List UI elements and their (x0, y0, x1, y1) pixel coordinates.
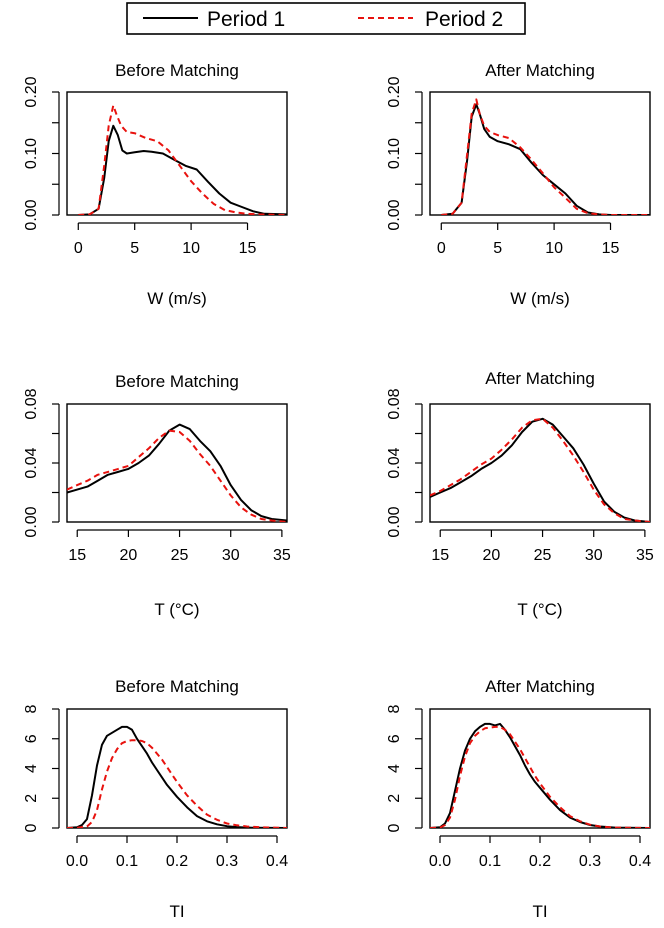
y-tick-label: 6 (386, 734, 403, 743)
x-tick-label: 0.2 (529, 853, 551, 870)
x-tick-label: 0.3 (579, 853, 601, 870)
x-tick-label: 35 (636, 547, 654, 564)
y-tick-label: 0.04 (386, 447, 403, 478)
series-line-period-1 (78, 124, 287, 215)
panel-title: After Matching (485, 61, 595, 80)
y-tick-label: 0.00 (386, 506, 403, 537)
x-axis-label: T (°C) (154, 600, 199, 619)
series-line-period-2 (430, 725, 650, 828)
panel-title: Before Matching (115, 61, 239, 80)
y-tick-label: 6 (23, 734, 40, 743)
legend-label-period-1: Period 1 (207, 8, 285, 31)
x-axis-label: T (°C) (517, 600, 562, 619)
x-tick-label: 30 (222, 547, 240, 564)
x-tick-label: 0.0 (66, 853, 88, 870)
x-tick-label: 35 (273, 547, 291, 564)
x-tick-label: 10 (545, 240, 563, 257)
x-tick-label: 0.3 (216, 853, 238, 870)
x-tick-label: 0 (437, 240, 446, 257)
x-tick-label: 5 (130, 240, 139, 257)
x-tick-label: 0.0 (429, 853, 451, 870)
panel-title: Before Matching (115, 372, 239, 391)
panel-t-before-matching: Before Matching 15 20 25 30 35 0.00 0.04 0.08 T (… (23, 372, 291, 619)
x-tick-label: 20 (482, 547, 500, 564)
x-tick-label: 0.1 (116, 853, 138, 870)
x-tick-label: 5 (493, 240, 502, 257)
y-tick-label: 0.00 (23, 199, 40, 230)
y-tick-label: 4 (23, 764, 40, 773)
x-tick-label: 0.4 (629, 853, 651, 870)
x-tick-label: 0.1 (479, 853, 501, 870)
panel-ti-after-matching: After Matching 0.0 0.1 0.2 0.3 0.4 0 2 4 6 8 TI (386, 677, 651, 921)
x-tick-label: 25 (534, 547, 552, 564)
y-tick-label: 0.10 (23, 138, 40, 169)
x-tick-label: 10 (182, 240, 200, 257)
x-tick-label: 25 (171, 547, 189, 564)
series-line-period-2 (67, 739, 287, 828)
panel-w-before-matching: Before Matching 0 5 10 15 0.00 0.10 0.20 W (m/s) (23, 61, 288, 308)
panel-title: After Matching (485, 369, 595, 388)
x-axis-label: W (m/s) (510, 289, 569, 308)
x-tick-label: 0.2 (166, 853, 188, 870)
series-line-period-1 (441, 103, 650, 215)
x-tick-label: 15 (68, 547, 86, 564)
x-tick-label: 30 (585, 547, 603, 564)
panel-ti-before-matching: Before Matching 0.0 0.1 0.2 0.3 0.4 0 2 4 6 8 TI (23, 677, 288, 921)
y-tick-label: 8 (23, 704, 40, 713)
panel-w-after-matching: After Matching 0 5 10 15 0.00 0.10 0.20 W (m/s) (386, 61, 651, 308)
series-line-period-2 (78, 104, 287, 215)
y-tick-label: 0 (23, 823, 40, 832)
series-line-period-2 (441, 98, 650, 215)
series-line-period-1 (67, 423, 287, 522)
y-tick-label: 0.04 (23, 447, 40, 478)
y-tick-label: 2 (23, 794, 40, 803)
y-tick-label: 8 (386, 704, 403, 713)
series-line-period-1 (430, 417, 650, 522)
panel-t-after-matching: After Matching 15 20 25 30 35 0.00 0.04 0.08 T (°… (386, 369, 654, 619)
series-line-period-2 (430, 417, 650, 522)
y-tick-label: 0.00 (386, 199, 403, 230)
series-line-period-1 (430, 722, 650, 828)
legend-label-period-2: Period 2 (425, 8, 503, 31)
plot-frame (429, 91, 651, 216)
y-tick-label: 0 (386, 823, 403, 832)
legend: Period 1 Period 2 (126, 2, 526, 35)
y-tick-label: 2 (386, 794, 403, 803)
series-line-period-1 (67, 725, 287, 828)
y-tick-label: 0.08 (386, 388, 403, 419)
x-axis-label: TI (532, 902, 547, 921)
x-tick-label: 0 (74, 240, 83, 257)
y-tick-label: 0.20 (23, 76, 40, 107)
x-axis-label: W (m/s) (147, 289, 206, 308)
plot-frame (66, 708, 288, 829)
x-tick-label: 15 (239, 240, 257, 257)
plot-frame (429, 708, 651, 829)
y-tick-label: 0.08 (23, 388, 40, 419)
panel-title: After Matching (485, 677, 595, 696)
plot-frame (66, 403, 288, 523)
x-tick-label: 0.4 (266, 853, 288, 870)
x-tick-label: 20 (119, 547, 137, 564)
x-tick-label: 15 (431, 547, 449, 564)
y-tick-label: 0.00 (23, 506, 40, 537)
plot-frame (66, 91, 288, 216)
y-tick-label: 0.20 (386, 76, 403, 107)
y-tick-label: 4 (386, 764, 403, 773)
plot-frame (429, 403, 651, 523)
panel-title: Before Matching (115, 677, 239, 696)
y-tick-label: 0.10 (386, 138, 403, 169)
x-tick-label: 15 (602, 240, 620, 257)
x-axis-label: TI (169, 902, 184, 921)
series-line-period-2 (67, 429, 287, 522)
